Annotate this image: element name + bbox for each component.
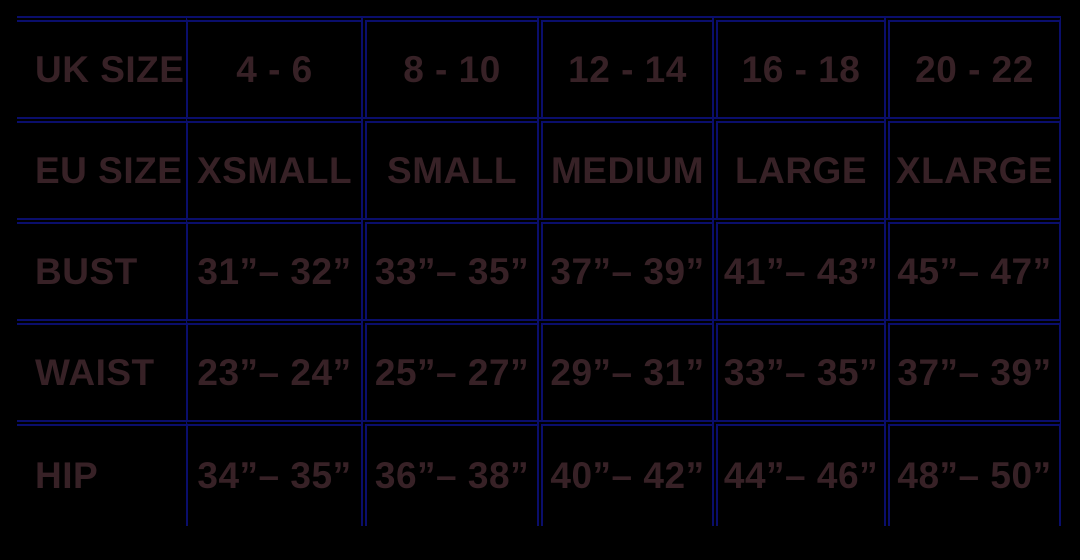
- cell-waist-large: 33”– 35”: [712, 319, 884, 420]
- cell-eu-size-medium: MEDIUM: [537, 117, 712, 218]
- cell-hip-medium: 40”– 42”: [537, 420, 712, 526]
- cell-bust-large: 41”– 43”: [712, 218, 884, 319]
- row-header-waist: WAIST: [17, 319, 186, 420]
- cell-bust-xlarge: 45”– 47”: [884, 218, 1061, 319]
- row-header-eu-size: EU SIZE: [17, 117, 186, 218]
- cell-eu-size-small: SMALL: [361, 117, 537, 218]
- row-header-hip: HIP: [17, 420, 186, 526]
- cell-hip-small: 36”– 38”: [361, 420, 537, 526]
- cell-eu-size-large: LARGE: [712, 117, 884, 218]
- cell-waist-xlarge: 37”– 39”: [884, 319, 1061, 420]
- cell-bust-medium: 37”– 39”: [537, 218, 712, 319]
- cell-uk-size-medium: 12 - 14: [537, 16, 712, 117]
- cell-uk-size-xlarge: 20 - 22: [884, 16, 1061, 117]
- cell-bust-xsmall: 31”– 32”: [186, 218, 361, 319]
- size-chart-table: UK SIZE 4 - 6 8 - 10 12 - 14 16 - 18 20 …: [17, 16, 1061, 526]
- cell-waist-small: 25”– 27”: [361, 319, 537, 420]
- cell-bust-small: 33”– 35”: [361, 218, 537, 319]
- cell-uk-size-small: 8 - 10: [361, 16, 537, 117]
- cell-eu-size-xlarge: XLARGE: [884, 117, 1061, 218]
- cell-uk-size-xsmall: 4 - 6: [186, 16, 361, 117]
- cell-eu-size-xsmall: XSMALL: [186, 117, 361, 218]
- cell-hip-xsmall: 34”– 35”: [186, 420, 361, 526]
- row-header-bust: BUST: [17, 218, 186, 319]
- cell-waist-medium: 29”– 31”: [537, 319, 712, 420]
- cell-waist-xsmall: 23”– 24”: [186, 319, 361, 420]
- cell-hip-large: 44”– 46”: [712, 420, 884, 526]
- cell-uk-size-large: 16 - 18: [712, 16, 884, 117]
- cell-hip-xlarge: 48”– 50”: [884, 420, 1061, 526]
- row-header-uk-size: UK SIZE: [17, 16, 186, 117]
